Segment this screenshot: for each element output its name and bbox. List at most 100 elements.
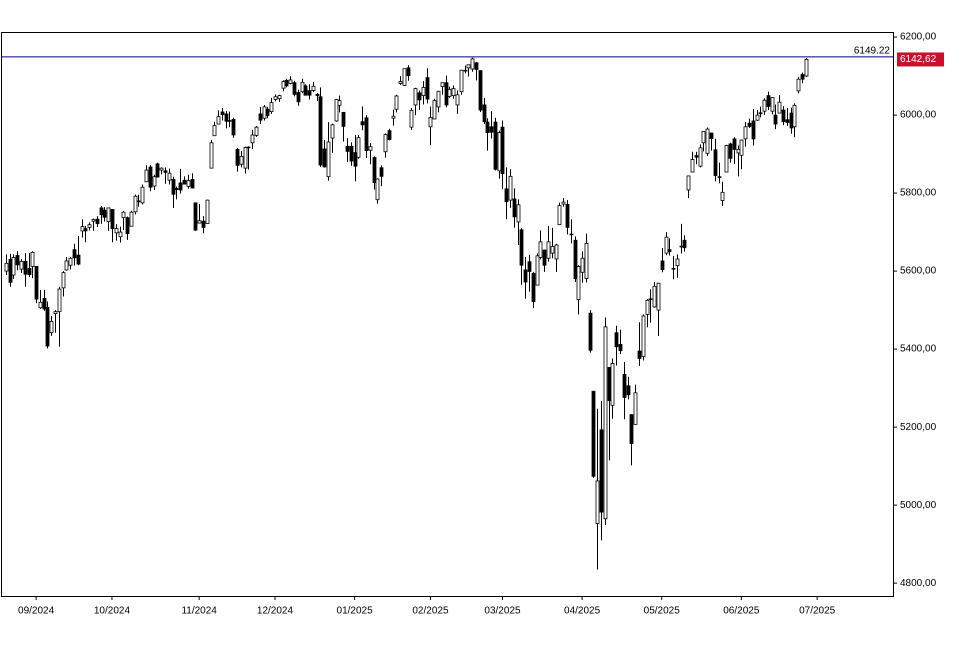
candle-body [709, 132, 714, 139]
candle-body [739, 139, 744, 156]
candle-body [595, 480, 600, 524]
candle-body [792, 104, 797, 128]
candle-body [732, 138, 737, 150]
candle-body [629, 414, 634, 444]
candle-body [163, 170, 168, 173]
candle-body [235, 149, 240, 166]
candle-body [470, 58, 475, 70]
candle-body [409, 109, 414, 128]
candle-body [136, 200, 141, 203]
candle-body [398, 81, 403, 84]
candle-body [588, 312, 593, 351]
candle-body [118, 231, 123, 238]
candle-body [205, 199, 210, 224]
candle-body [307, 90, 312, 96]
candle-body [345, 145, 350, 152]
candle-body [11, 257, 16, 276]
candle-body [667, 249, 672, 252]
candle-body [561, 201, 566, 205]
candle-body [463, 69, 468, 72]
candle-body [569, 233, 574, 236]
candle-body [766, 95, 771, 107]
candle-body [626, 385, 631, 396]
y-tick-label: 5800,00 [900, 188, 937, 199]
candle-body [781, 109, 786, 123]
candle-body [436, 90, 441, 108]
candle-body [500, 126, 505, 174]
candle-body [197, 220, 202, 224]
candle-body [45, 306, 50, 347]
y-tick-label: 5600,00 [900, 266, 937, 277]
candle-body [91, 219, 96, 222]
candle-body [425, 77, 430, 100]
candle-body [265, 108, 270, 116]
candle-body [610, 363, 615, 406]
candle-body [796, 78, 801, 92]
candle-body [557, 205, 562, 226]
candle-body [493, 121, 498, 170]
candle-body [713, 149, 718, 176]
candle-body [220, 111, 225, 116]
candle-body [34, 266, 39, 300]
candle-body [303, 85, 308, 96]
candle-body [243, 147, 248, 169]
candle-body [353, 152, 358, 167]
candle-body [391, 115, 396, 119]
candle-body [53, 311, 58, 315]
candle-body [349, 145, 354, 162]
y-tick-label: 5000,00 [900, 500, 937, 511]
candle-body [152, 176, 157, 187]
candle-body [326, 141, 331, 178]
candle-body [387, 130, 392, 141]
candle-body [167, 172, 172, 181]
candle-body [296, 92, 301, 103]
candle-body [38, 301, 43, 309]
y-tick-label: 4800,00 [900, 578, 937, 589]
candle-body [102, 209, 107, 218]
candle-body [762, 99, 767, 112]
candle-body [428, 117, 433, 128]
candle-body [57, 288, 62, 313]
candle-body [633, 392, 638, 425]
candle-body [785, 119, 790, 123]
candle-body [23, 260, 28, 275]
candle-body [318, 96, 323, 166]
candle-body [751, 120, 756, 140]
candle-body [262, 106, 267, 119]
candle-body [155, 163, 160, 178]
candle-body [485, 121, 490, 134]
candle-body [675, 258, 680, 267]
candle-body [174, 188, 179, 190]
candle-body [15, 255, 20, 266]
candle-body [447, 88, 452, 97]
candle-body [444, 82, 449, 106]
candle-body [95, 218, 100, 224]
candle-body [178, 182, 183, 191]
candle-body [114, 228, 119, 234]
candle-body [372, 157, 377, 183]
candle-body [4, 262, 9, 272]
candle-body [334, 99, 339, 122]
candle-body [516, 204, 521, 223]
x-tick-label: 11/2024 [181, 606, 217, 617]
candle-body [216, 116, 221, 125]
candle-body [121, 211, 126, 219]
candle-body [27, 267, 32, 276]
candle-body [694, 155, 699, 158]
y-tick-label: 5400,00 [900, 344, 937, 355]
candle-body [478, 70, 483, 111]
candle-body [186, 180, 191, 187]
candle-body [239, 156, 244, 165]
candle-body [440, 82, 445, 88]
candle-body [755, 114, 760, 121]
candle-body [227, 120, 232, 122]
candle-body [337, 100, 342, 106]
candle-body [315, 94, 320, 96]
candle-body [87, 224, 92, 228]
candle-body [576, 266, 581, 300]
candle-body [728, 143, 733, 159]
candle-body [466, 64, 471, 69]
candle-body [777, 101, 782, 114]
candle-body [231, 118, 236, 136]
